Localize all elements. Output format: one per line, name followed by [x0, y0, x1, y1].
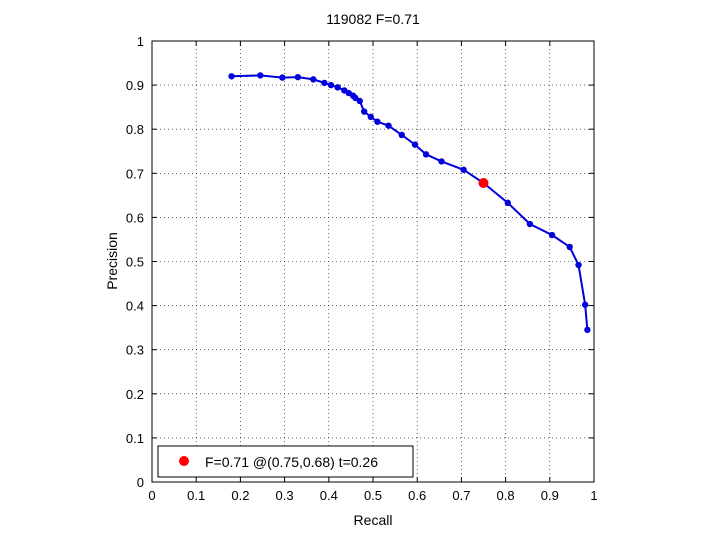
- pr-curve-point: [548, 231, 556, 239]
- y-tick-label: 0.1: [126, 431, 144, 446]
- pr-curve-point: [575, 261, 582, 269]
- pr-curve-point: [398, 131, 405, 139]
- x-tick-label: 0.2: [231, 488, 249, 503]
- pr-curve-point: [460, 166, 467, 173]
- pr-curve-point: [334, 84, 341, 91]
- pr-curve-point: [367, 113, 374, 121]
- y-axis-label: Precision: [104, 232, 120, 290]
- pr-curve-point: [584, 326, 591, 334]
- pr-curve-point: [422, 151, 430, 158]
- pr-curve: [228, 72, 591, 334]
- x-tick-label: 0.4: [320, 488, 338, 503]
- legend-entry-label: F=0.71 @(0.75,0.68) t=0.26: [205, 454, 378, 470]
- pr-curve-point: [360, 108, 368, 115]
- x-tick-label: 1: [590, 488, 597, 503]
- pr-curve-point: [438, 158, 445, 165]
- pr-curve-point: [310, 76, 317, 83]
- y-tick-label: 0.4: [126, 299, 144, 314]
- x-tick-label: 0.3: [276, 488, 294, 503]
- y-tick-label: 0.2: [126, 387, 144, 402]
- y-tick-label: 0.7: [126, 166, 144, 181]
- legend: F=0.71 @(0.75,0.68) t=0.26: [157, 445, 414, 478]
- y-tick-label: 1: [137, 34, 144, 49]
- axis-ticks: 0 0.1 0.2 0.3 0.4 0.5 0.6 0.7 0.8 0.9 1 0 0.1 0.2 0.3 0…: [126, 34, 598, 503]
- pr-curve-point: [374, 118, 381, 125]
- y-tick-label: 0.6: [126, 210, 144, 225]
- legend-box: [157, 445, 414, 478]
- x-axis-label: Recall: [354, 512, 393, 528]
- x-tick-label: 0.8: [497, 488, 515, 503]
- pr-curve-point: [526, 220, 534, 228]
- pr-curve-point: [566, 243, 573, 251]
- pr-curve-point: [581, 301, 589, 308]
- y-tick-label: 0.3: [126, 343, 144, 358]
- x-tick-label: 0.9: [541, 488, 559, 503]
- best-f-point: [478, 178, 489, 189]
- pr-curve-point: [385, 122, 392, 129]
- y-tick-label: 0: [137, 475, 144, 490]
- y-tick-label: 0.8: [126, 122, 144, 137]
- pr-curve-point: [228, 73, 235, 80]
- pr-curve-point: [411, 141, 419, 148]
- pr-curve-point: [279, 74, 286, 81]
- grid-lines: [152, 41, 594, 482]
- x-tick-label: 0.7: [452, 488, 470, 503]
- pr-curve-point: [504, 199, 512, 207]
- x-tick-label: 0: [148, 488, 155, 503]
- pr-curve-point: [257, 72, 264, 79]
- y-tick-label: 0.5: [126, 255, 144, 270]
- x-tick-label: 0.1: [187, 488, 205, 503]
- x-tick-label: 0.6: [408, 488, 426, 503]
- legend-marker-icon: [179, 456, 189, 466]
- pr-curve-point: [321, 79, 328, 87]
- y-tick-label: 0.9: [126, 78, 144, 93]
- pr-curve-point: [356, 97, 363, 105]
- chart-title: 119082 F=0.71: [326, 11, 420, 27]
- pr-curve-point: [327, 81, 335, 89]
- pr-curve-point: [294, 73, 302, 81]
- best-f-marker: [478, 178, 489, 189]
- x-tick-label: 0.5: [364, 488, 382, 503]
